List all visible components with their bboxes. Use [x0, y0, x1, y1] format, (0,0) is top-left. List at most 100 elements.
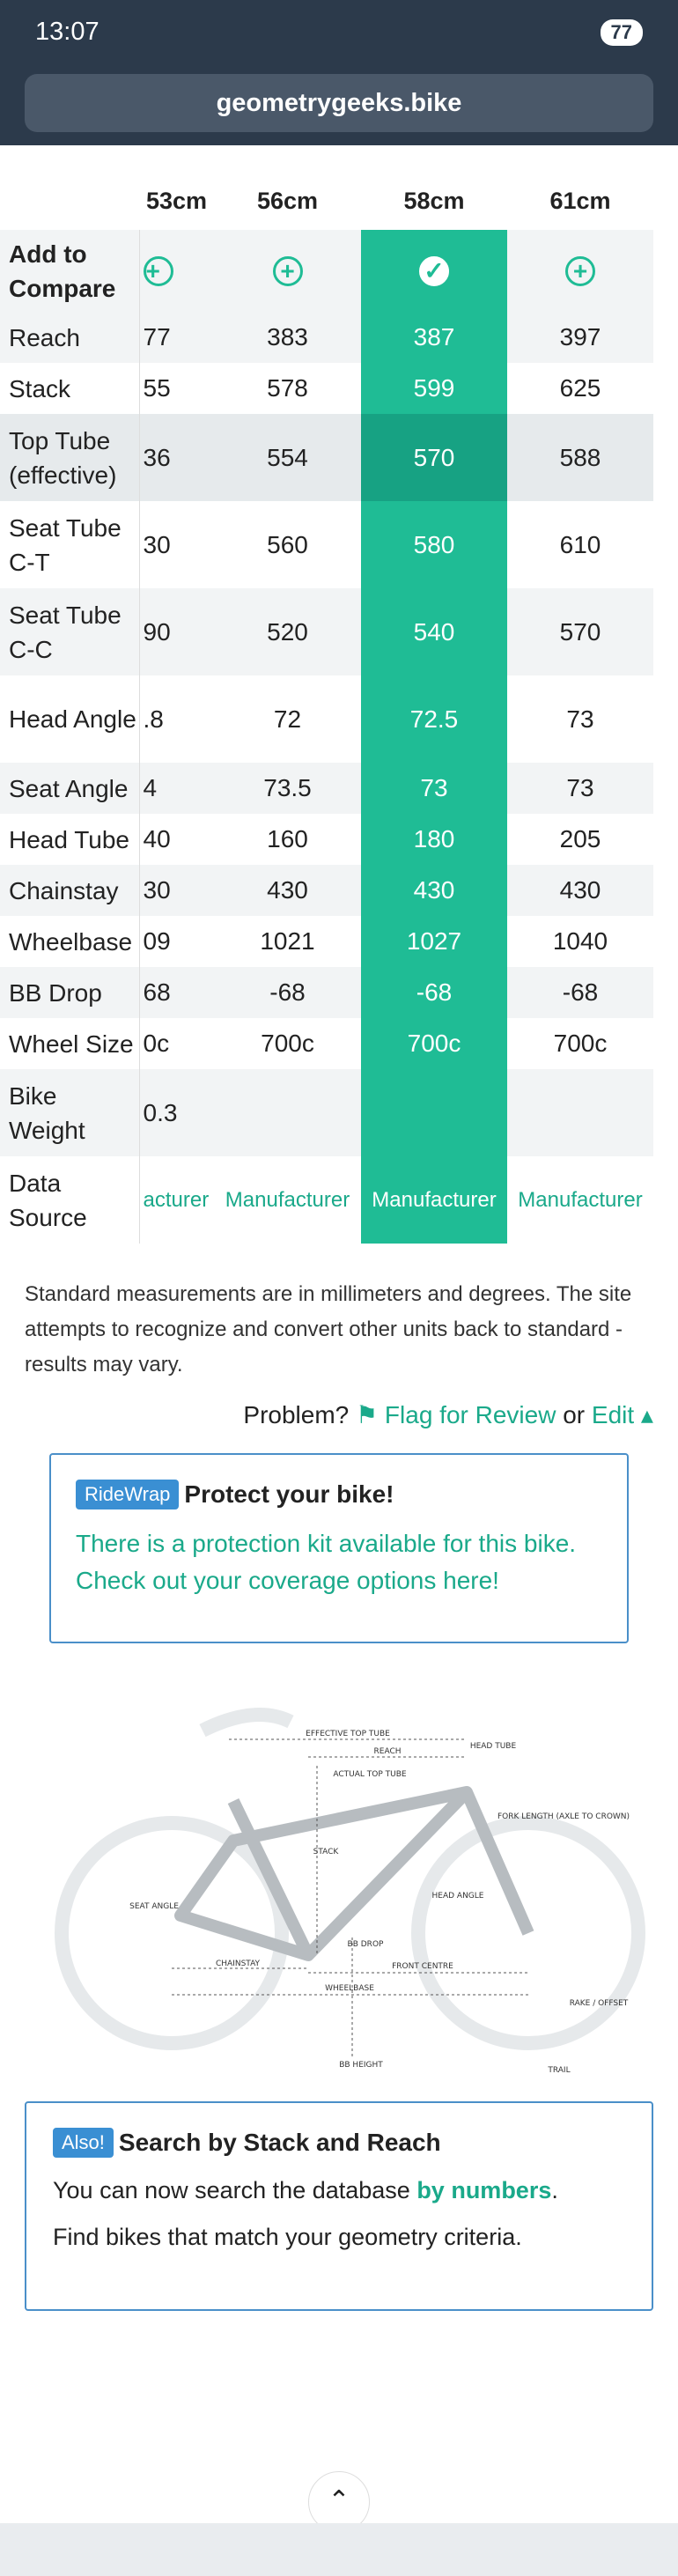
promo-badge: RideWrap — [76, 1480, 180, 1509]
row-label: Wheel Size — [0, 1018, 140, 1069]
diagram-label: ACTUAL TOP TUBE — [333, 1770, 407, 1779]
cell: 77 — [143, 323, 171, 351]
data-row: Chainstay 30 430 430 430 — [0, 865, 653, 916]
cell: 205 — [559, 825, 601, 853]
also-box: Also! Search by Stack and Reach You can n… — [25, 2101, 653, 2311]
cell: 160 — [267, 825, 308, 853]
diagram-label: CHAINSTAY — [216, 1960, 261, 1968]
size-header: 56cm — [256, 188, 319, 214]
also-line2: Find bikes that match your geometry crit… — [53, 2224, 522, 2250]
compare-row: Add to Compare + + ✓ + — [0, 230, 653, 312]
status-bar: 13:07 77 geometrygeeks.bike — [0, 0, 678, 145]
diagram-label: FORK LENGTH (AXLE TO CROWN) — [497, 1812, 630, 1821]
promo-box: RideWrap Protect your bike! There is a pr… — [49, 1453, 629, 1643]
row-label: Seat Tube C-C — [0, 588, 140, 675]
compare-label: Add to Compare — [0, 230, 140, 312]
cell: 430 — [361, 865, 507, 916]
cell: 40 — [143, 825, 171, 853]
cell: 72.5 — [361, 675, 507, 763]
cell: 73 — [566, 774, 594, 801]
also-text-before: You can now search the database — [53, 2177, 417, 2203]
promo-link[interactable]: There is a protection kit available for … — [76, 1530, 577, 1594]
cell: -68 — [361, 967, 507, 1018]
data-row: Head Angle .8 72 72.5 73 — [0, 675, 653, 763]
scroll-top-button[interactable]: ⌃ — [308, 2471, 370, 2533]
diagram-label: STACK — [313, 1848, 340, 1856]
cell: 72 — [273, 705, 302, 733]
cell: .8 — [143, 705, 164, 733]
cell: 580 — [361, 501, 507, 588]
row-label: Chainstay — [0, 865, 140, 916]
diagram-label: HEAD TUBE — [470, 1742, 517, 1751]
cell: 1027 — [361, 916, 507, 967]
diagram-label: TRAIL — [547, 2066, 570, 2075]
cell: 599 — [361, 363, 507, 414]
cell: 0c — [143, 1030, 170, 1057]
cell: 570 — [361, 414, 507, 501]
cell: 73.5 — [263, 774, 312, 801]
row-label: Head Angle — [0, 675, 140, 763]
cell: 36 — [143, 443, 171, 471]
cell: 554 — [267, 443, 308, 471]
cell: 700c — [261, 1030, 314, 1057]
diagram-label: REACH — [374, 1747, 402, 1756]
cell: 610 — [559, 530, 601, 558]
row-label: Stack — [0, 363, 140, 414]
cell: 700c — [553, 1030, 608, 1057]
cell: 625 — [559, 374, 601, 402]
cell: 397 — [559, 323, 601, 351]
cell: 30 — [143, 876, 171, 904]
data-row: Stack 55 578 599 625 — [0, 363, 653, 414]
cell: 73 — [361, 763, 507, 814]
size-header: 61cm — [549, 188, 611, 214]
compare-button[interactable]: ✓ — [419, 255, 449, 286]
corner — [0, 173, 139, 230]
row-label: Reach — [0, 312, 140, 363]
row-label: Seat Angle — [0, 763, 140, 814]
edit-text[interactable]: Edit — [591, 1401, 635, 1428]
data-row: Reach 77 383 387 397 — [0, 312, 653, 363]
cell: 383 — [267, 323, 308, 351]
or-text: or — [563, 1401, 586, 1428]
diagram-label: HEAD ANGLE — [432, 1892, 484, 1901]
data-row: BB Drop 68 -68 -68 -68 — [0, 967, 653, 1018]
size-header: 53cm — [145, 188, 208, 214]
problem-bar: Problem? ⚑ Flag for Review or Edit ▴ — [243, 1400, 653, 1429]
cell: 560 — [267, 530, 308, 558]
cell: 09 — [143, 927, 171, 955]
cell: 0.3 — [143, 1098, 178, 1126]
compare-cell: + — [214, 230, 361, 312]
url-bar[interactable]: geometrygeeks.bike — [25, 74, 653, 132]
numbers-link[interactable]: by numbers — [416, 2177, 552, 2203]
header-row: 53cm 56cm 58cm 61cm — [0, 173, 653, 230]
cell: Manufacturer — [518, 1187, 643, 1212]
compare-button[interactable]: + — [272, 255, 303, 286]
compare-button[interactable]: + — [565, 255, 595, 286]
flag-link[interactable]: ⚑ Flag for Review — [356, 1401, 556, 1428]
row-label: Seat Tube C-T — [0, 501, 140, 588]
data-row: Bike Weight 0.3 — [0, 1069, 653, 1156]
cell: -68 — [269, 978, 306, 1006]
also-text: You can now search the database by numbe… — [53, 2177, 625, 2204]
row-label: Bike Weight — [0, 1069, 140, 1156]
compare-button[interactable]: + — [143, 255, 173, 286]
cell: 73 — [566, 705, 594, 733]
data-row: Wheelbase 09 1021 1027 1040 — [0, 916, 653, 967]
data-row: Data Source acturer Manufacturer Manufactur… — [0, 1156, 653, 1244]
data-row: Seat Tube C-T 30 560 580 610 — [0, 501, 653, 588]
diagram-label: WHEELBASE — [325, 1984, 374, 1993]
edit-link[interactable]: Edit ▴ — [591, 1401, 653, 1428]
flag-text[interactable]: Flag for Review — [384, 1401, 556, 1428]
also-text-after: . — [551, 2177, 558, 2203]
compare-cell: + — [507, 230, 653, 312]
data-row: Top Tube (effective) 36 554 570 588 — [0, 414, 653, 501]
cell: -68 — [562, 978, 599, 1006]
row-label: BB Drop — [0, 967, 140, 1018]
cell: 30 — [143, 530, 171, 558]
cell: 578 — [267, 374, 308, 402]
cell: 588 — [559, 443, 601, 471]
cell: Manufacturer — [361, 1156, 507, 1244]
clock: 13:07 — [35, 18, 99, 46]
cell: acturer — [143, 1187, 210, 1212]
